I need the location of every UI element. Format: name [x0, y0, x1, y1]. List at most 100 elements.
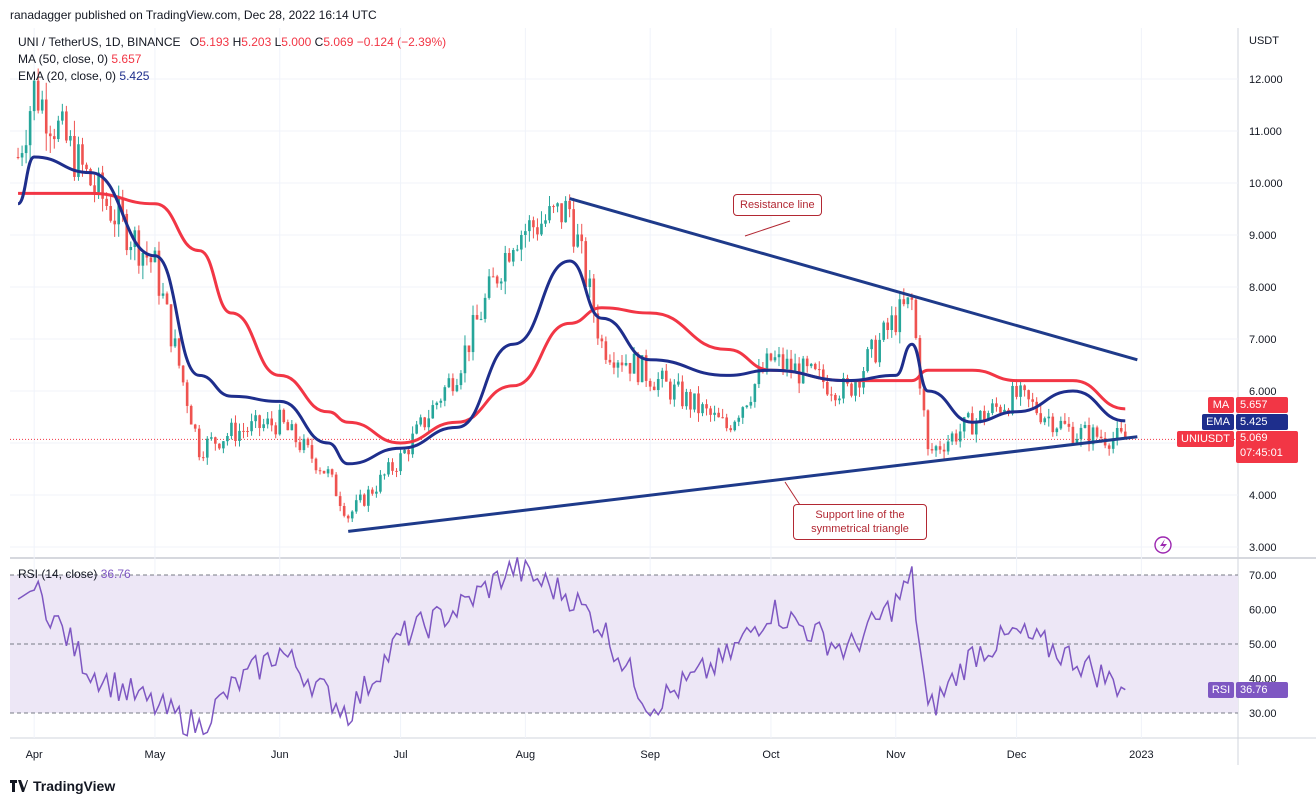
time-tick-label: Apr [26, 749, 43, 761]
price-tick-label: 6.000 [1249, 386, 1277, 398]
candle-body [983, 410, 986, 421]
candle-body [974, 420, 978, 435]
candle-body [250, 421, 253, 432]
candle-body [157, 250, 161, 296]
candle-body [1115, 428, 1119, 439]
candle-body [1075, 438, 1079, 445]
candle-body [524, 231, 527, 235]
candle-body [697, 393, 700, 414]
rsi-tag: RSI [1208, 682, 1234, 698]
candle-body [69, 135, 72, 141]
candle-body [334, 474, 338, 497]
candle-body [636, 353, 640, 383]
open-label: O [189, 35, 200, 49]
candle-body [467, 345, 471, 353]
lightning-icon-bolt [1160, 539, 1167, 551]
lightning-icon[interactable] [1154, 536, 1172, 554]
candle-body [1027, 390, 1030, 400]
candle-body [330, 469, 334, 475]
candle-body [765, 353, 769, 373]
candle-body [298, 442, 302, 451]
symbol-tag: UNIUSDT [1177, 431, 1234, 447]
candle-body [564, 200, 567, 223]
candle-body [197, 428, 201, 458]
candle-body [809, 363, 813, 367]
candle-body [850, 383, 853, 396]
symbol-legend[interactable]: UNI / TetherUS, 1D, BINANCE O5.193 H5.20… [18, 35, 446, 49]
rsi-legend[interactable]: RSI (14, close) 36.76 [18, 567, 131, 581]
candle-body [318, 470, 322, 472]
price-tick-label: 9.000 [1249, 230, 1277, 242]
ma-legend-label: MA (50, close, 0) [18, 52, 109, 66]
time-tick-label: Aug [516, 749, 536, 761]
candle-body [1047, 416, 1051, 419]
candle-body [962, 417, 966, 432]
candle-body [363, 494, 366, 506]
candle-body [995, 403, 998, 407]
candle-body [455, 385, 459, 392]
candle-body [729, 428, 732, 431]
price-tag-value: 5.069 [1240, 432, 1268, 444]
candle-body [371, 489, 374, 494]
candle-body [950, 433, 954, 442]
candle-body [648, 380, 652, 387]
candle-body [632, 353, 636, 374]
candle-body [338, 496, 342, 506]
candle-body [1087, 425, 1091, 445]
price-tick-label: 10.000 [1249, 178, 1283, 190]
time-tick-label: Dec [1007, 749, 1027, 761]
candle-body [769, 353, 773, 361]
candle-body [28, 111, 32, 146]
candle-body [584, 241, 588, 288]
candle-body [588, 278, 592, 288]
candle-body [572, 209, 575, 247]
candle-body [979, 410, 982, 421]
candle-body [310, 445, 314, 459]
candle-body [447, 378, 451, 388]
candle-body [717, 412, 720, 418]
candle-body [451, 378, 455, 392]
candle-body [1107, 445, 1111, 449]
candle-body [866, 349, 869, 372]
candle-body [592, 278, 596, 314]
candle-body [705, 404, 708, 409]
tradingview-logo[interactable]: TradingView [10, 778, 115, 794]
countdown: 07:45:01 [1240, 447, 1283, 459]
candle-body [185, 382, 189, 406]
candle-body [677, 381, 680, 385]
candle-body [290, 424, 294, 431]
candle-body [516, 249, 519, 251]
candle-body [367, 489, 370, 506]
candle-body [77, 144, 80, 177]
candle-body [970, 413, 974, 435]
candle-body [520, 234, 523, 250]
candle-body [503, 252, 507, 282]
candle-body [93, 185, 96, 193]
ma-legend[interactable]: MA (50, close, 0) 5.657 [18, 52, 141, 66]
candle-body [423, 417, 427, 428]
candle-body [471, 315, 475, 353]
candle-body [20, 153, 24, 158]
candle-body [709, 408, 712, 415]
candle-body [773, 357, 777, 361]
trendlines [348, 197, 1138, 533]
candle-body [842, 378, 845, 399]
candle-body [24, 145, 28, 154]
ema-legend[interactable]: EMA (20, close, 0) 5.425 [18, 69, 149, 83]
candle-body [741, 407, 745, 418]
candle-body [854, 381, 857, 396]
candle-body [757, 368, 761, 385]
candle-body [101, 172, 104, 199]
candle-body [652, 386, 656, 391]
candle-body [838, 398, 841, 401]
candle-body [40, 99, 44, 111]
candle-body [475, 315, 479, 320]
candle-body [350, 511, 354, 519]
candle-body [121, 199, 125, 214]
candle-body [693, 393, 696, 410]
candle-body [177, 338, 181, 366]
candle-body [117, 199, 121, 225]
candle-body [254, 415, 257, 422]
candle-body [1051, 416, 1055, 433]
